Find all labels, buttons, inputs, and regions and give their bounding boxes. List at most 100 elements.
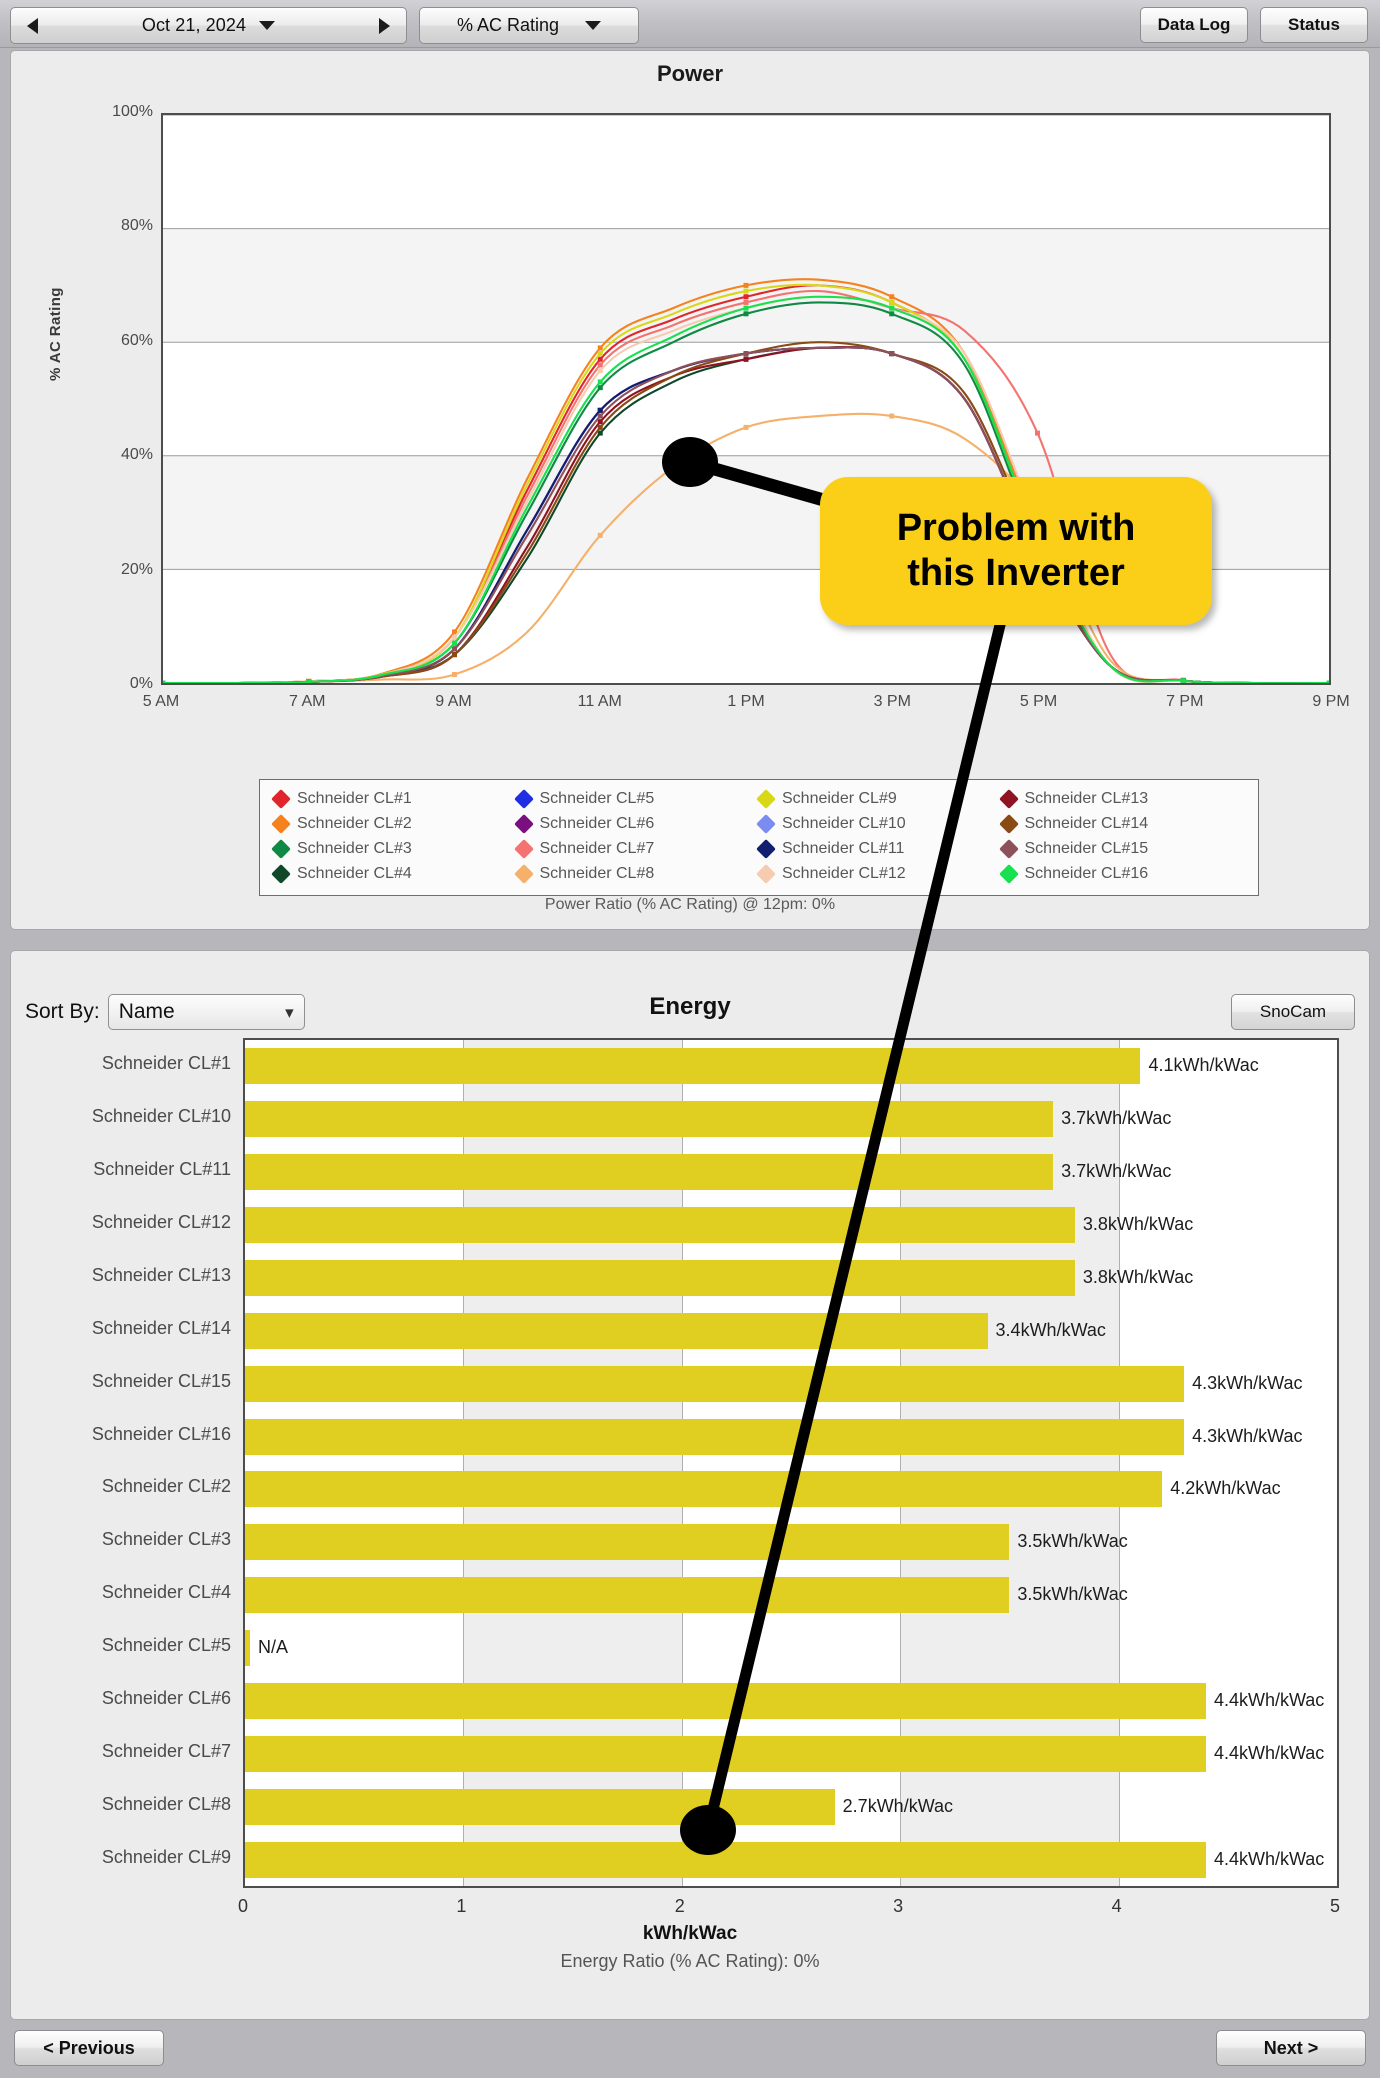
power-y-axis-label: % AC Rating	[47, 287, 64, 381]
energy-bar-value: 3.7kWh/kWac	[1061, 1161, 1172, 1182]
legend-item[interactable]: Schneider CL#6	[513, 814, 760, 834]
energy-bar-value: 4.4kWh/kWac	[1213, 1848, 1325, 1869]
power-x-tick: 3 PM	[873, 693, 911, 710]
energy-bar-value: 4.2kWh/kWac	[1170, 1478, 1281, 1499]
legend-item[interactable]: Schneider CL#13	[998, 789, 1245, 809]
legend-item[interactable]: Schneider CL#14	[998, 814, 1245, 834]
legend-item[interactable]: Schneider CL#8	[513, 864, 760, 884]
energy-bar-value: 3.5kWh/kWac	[1017, 1584, 1128, 1605]
power-y-tick: 60%	[120, 331, 153, 349]
power-x-tick: 9 PM	[1312, 693, 1350, 710]
energy-category-label: Schneider CL#14	[91, 1317, 231, 1338]
energy-gridline	[1118, 1040, 1120, 1886]
energy-bar[interactable]	[245, 1365, 1185, 1402]
chevron-down-icon: ▾	[285, 1002, 294, 1022]
date-navigator: Oct 21, 2024	[10, 7, 407, 44]
legend-item[interactable]: Schneider CL#2	[271, 814, 517, 834]
energy-bar[interactable]	[245, 1259, 1075, 1296]
data-log-button[interactable]: Data Log	[1140, 7, 1248, 43]
energy-bar-value: 3.4kWh/kWac	[995, 1319, 1106, 1340]
energy-category-label: Schneider CL#10	[91, 1106, 231, 1127]
sort-by-label: Sort By:	[25, 1000, 100, 1023]
energy-bar-value: 4.1kWh/kWac	[1148, 1055, 1259, 1076]
power-x-tick: 5 AM	[142, 693, 180, 710]
legend-label: Schneider CL#8	[539, 865, 655, 882]
date-dropdown[interactable]: Oct 21, 2024	[55, 15, 362, 36]
legend-item[interactable]: Schneider CL#15	[998, 839, 1245, 859]
next-day-button[interactable]	[362, 8, 406, 43]
status-button[interactable]: Status	[1260, 7, 1368, 43]
power-y-tick: 40%	[120, 446, 153, 464]
power-x-tick: 5 PM	[1019, 693, 1058, 710]
legend-item[interactable]: Schneider CL#12	[756, 864, 1002, 884]
energy-bar[interactable]	[245, 1207, 1075, 1244]
energy-category-label: Schneider CL#15	[91, 1370, 231, 1391]
energy-bar[interactable]	[245, 1735, 1206, 1772]
energy-bar[interactable]	[245, 1101, 1054, 1138]
energy-x-tick: 2	[674, 1896, 685, 1916]
legend-item[interactable]: Schneider CL#16	[998, 864, 1245, 884]
metric-label: % AC Rating	[456, 15, 560, 35]
legend-item[interactable]: Schneider CL#4	[271, 864, 517, 884]
legend-swatch-icon	[271, 864, 291, 884]
legend-label: Schneider CL#14	[1024, 815, 1149, 832]
energy-bar[interactable]	[245, 1048, 1141, 1085]
power-x-tick: 7 PM	[1166, 693, 1204, 710]
legend-label: Schneider CL#3	[297, 840, 412, 857]
energy-x-tick: 1	[456, 1896, 467, 1916]
energy-category-label: Schneider CL#1	[101, 1053, 231, 1074]
energy-bar[interactable]	[245, 1577, 1010, 1614]
legend-item[interactable]: Schneider CL#11	[756, 839, 1002, 859]
energy-bar[interactable]	[245, 1154, 1054, 1191]
energy-bar[interactable]	[245, 1418, 1185, 1455]
snocam-button[interactable]: SnoCam	[1231, 994, 1355, 1030]
energy-bar-value: 4.3kWh/kWac	[1192, 1425, 1303, 1446]
power-y-tick: 80%	[120, 217, 153, 235]
toolbar-actions: Data Log Status	[1140, 7, 1368, 43]
date-label: Oct 21, 2024	[141, 15, 247, 35]
energy-category-label: Schneider CL#7	[101, 1740, 231, 1761]
energy-axis-subtitle: Energy Ratio (% AC Rating): 0%	[560, 1951, 820, 1971]
energy-bar-value: N/A	[258, 1637, 289, 1658]
legend-label: Schneider CL#6	[539, 815, 655, 832]
energy-bar-value: 3.8kWh/kWac	[1082, 1214, 1194, 1235]
energy-gridline	[463, 1040, 465, 1886]
energy-bar[interactable]	[245, 1471, 1163, 1508]
legend-label: Schneider CL#13	[1024, 790, 1149, 807]
legend-item[interactable]: Schneider CL#7	[513, 839, 760, 859]
legend-swatch-icon	[513, 839, 534, 859]
legend-label: Schneider CL#10	[782, 815, 906, 832]
legend-item[interactable]: Schneider CL#9	[756, 789, 1002, 809]
sort-by-select[interactable]: Name ▾	[107, 994, 305, 1030]
legend-swatch-icon	[271, 789, 291, 809]
power-line-series	[160, 114, 1332, 686]
legend-item[interactable]: Schneider CL#3	[271, 839, 517, 859]
legend-item[interactable]: Schneider CL#10	[756, 814, 1002, 834]
energy-bar[interactable]	[245, 1682, 1206, 1719]
energy-bar[interactable]	[245, 1630, 250, 1667]
previous-button[interactable]: < Previous	[14, 2030, 164, 2066]
legend-label: Schneider CL#2	[297, 815, 412, 832]
energy-category-label: Schneider CL#4	[101, 1582, 231, 1603]
legend-label: Schneider CL#5	[539, 790, 655, 807]
energy-category-label: Schneider CL#5	[101, 1635, 231, 1656]
legend-swatch-icon	[513, 864, 534, 884]
legend-item[interactable]: Schneider CL#5	[513, 789, 760, 809]
legend-swatch-icon	[998, 864, 1019, 884]
energy-category-label: Schneider CL#11	[93, 1159, 231, 1180]
power-y-tick: 100%	[112, 103, 153, 120]
metric-dropdown[interactable]: % AC Rating	[419, 7, 639, 44]
legend-swatch-icon	[756, 864, 776, 884]
next-button[interactable]: Next >	[1216, 2030, 1366, 2066]
legend-label: Schneider CL#11	[782, 840, 905, 857]
legend-item[interactable]: Schneider CL#1	[271, 789, 517, 809]
energy-bar[interactable]	[245, 1788, 835, 1825]
power-chart-title: Power	[656, 61, 724, 86]
energy-bar[interactable]	[245, 1524, 1010, 1561]
legend-label: Schneider CL#4	[297, 865, 412, 882]
energy-bar[interactable]	[245, 1841, 1206, 1878]
previous-day-button[interactable]	[11, 8, 55, 43]
legend-label: Schneider CL#7	[539, 840, 655, 857]
power-footnote: Power Ratio (% AC Rating) @ 12pm: 0%	[544, 896, 836, 913]
energy-bar[interactable]	[245, 1312, 988, 1349]
